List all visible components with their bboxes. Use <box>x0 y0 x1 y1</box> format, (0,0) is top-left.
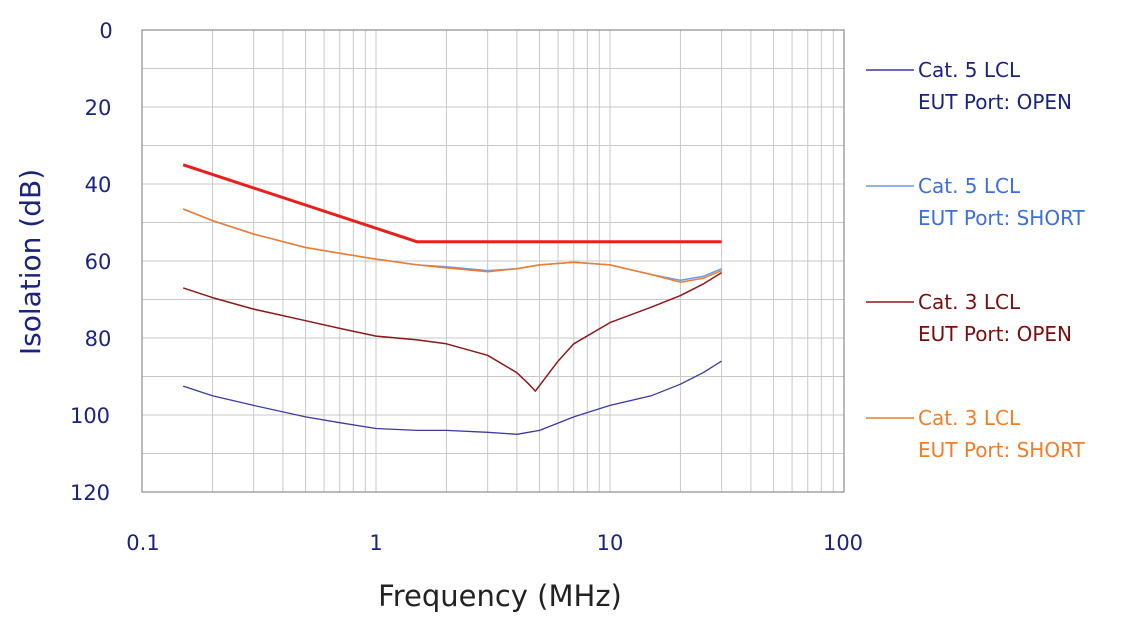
data-lines <box>182 163 722 435</box>
y-axis-title: Isolation (dB) <box>14 169 47 355</box>
y-tick-label: 60 <box>85 250 112 274</box>
series-line-cat3-open <box>182 271 722 392</box>
legend-entry: Cat. 5 LCL EUT Port: OPEN <box>866 58 1072 114</box>
series-line-cat5-short <box>182 208 722 282</box>
legend-sublabel: EUT Port: SHORT <box>918 438 1086 462</box>
x-tick-label: 100 <box>823 531 863 555</box>
legend-entry: Cat. 5 LCL EUT Port: SHORT <box>866 174 1086 230</box>
x-tick-label: 10 <box>597 531 624 555</box>
legend-label: Cat. 5 LCL <box>918 58 1021 82</box>
x-axis-title: Frequency (MHz) <box>378 579 622 613</box>
y-tick-label: 100 <box>70 404 110 428</box>
y-tick-label: 40 <box>85 173 112 197</box>
series-line-cat5-open <box>182 360 722 435</box>
x-tick-label: 1 <box>369 531 382 555</box>
limit-line <box>182 163 722 244</box>
y-ticks: 0 20 40 60 80 100 120 <box>70 19 113 505</box>
legend-sublabel: EUT Port: OPEN <box>918 322 1072 346</box>
series-line-cat3-short <box>182 208 722 283</box>
plot-frame <box>141 29 845 493</box>
y-tick-label: 120 <box>70 481 110 505</box>
y-tick-label: 80 <box>85 327 112 351</box>
legend-label: Cat. 5 LCL <box>918 174 1021 198</box>
x-tick-label: 0.1 <box>126 531 159 555</box>
y-tick-label: 0 <box>99 19 112 43</box>
legend-sublabel: EUT Port: OPEN <box>918 90 1072 114</box>
legend-label: Cat. 3 LCL <box>918 290 1021 314</box>
legend: Cat. 5 LCL EUT Port: OPEN Cat. 5 LCL EUT… <box>866 58 1086 462</box>
legend-label: Cat. 3 LCL <box>918 406 1021 430</box>
y-tick-label: 20 <box>85 96 112 120</box>
legend-entry: Cat. 3 LCL EUT Port: OPEN <box>866 290 1072 346</box>
grid-lines <box>141 29 845 493</box>
x-ticks: 0.1 1 10 100 <box>126 531 863 555</box>
legend-entry: Cat. 3 LCL EUT Port: SHORT <box>866 406 1086 462</box>
legend-sublabel: EUT Port: SHORT <box>918 206 1086 230</box>
